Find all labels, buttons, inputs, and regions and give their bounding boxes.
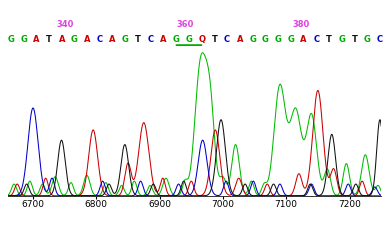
Text: A: A bbox=[84, 35, 90, 44]
Text: G: G bbox=[71, 35, 78, 44]
Text: G: G bbox=[7, 35, 14, 44]
Text: T: T bbox=[135, 35, 141, 44]
Text: C: C bbox=[313, 35, 319, 44]
Text: G: G bbox=[173, 35, 180, 44]
Text: G: G bbox=[287, 35, 294, 44]
Text: C: C bbox=[224, 35, 230, 44]
Text: A: A bbox=[237, 35, 243, 44]
Text: 340: 340 bbox=[57, 20, 74, 29]
Text: G: G bbox=[275, 35, 281, 44]
Text: C: C bbox=[377, 35, 383, 44]
Text: G: G bbox=[186, 35, 192, 44]
Text: G: G bbox=[20, 35, 27, 44]
Text: 360: 360 bbox=[176, 20, 194, 29]
Text: A: A bbox=[160, 35, 167, 44]
Text: G: G bbox=[122, 35, 129, 44]
Text: T: T bbox=[46, 35, 52, 44]
Text: G: G bbox=[364, 35, 371, 44]
Text: T: T bbox=[211, 35, 218, 44]
Text: Q: Q bbox=[198, 35, 205, 44]
Text: T: T bbox=[352, 35, 357, 44]
Text: A: A bbox=[109, 35, 116, 44]
Text: G: G bbox=[262, 35, 269, 44]
Text: G: G bbox=[338, 35, 345, 44]
Text: C: C bbox=[148, 35, 154, 44]
Text: 380: 380 bbox=[292, 20, 310, 29]
Text: T: T bbox=[326, 35, 332, 44]
Text: A: A bbox=[33, 35, 40, 44]
Text: A: A bbox=[59, 35, 65, 44]
Text: C: C bbox=[97, 35, 103, 44]
Text: A: A bbox=[300, 35, 307, 44]
Text: G: G bbox=[249, 35, 256, 44]
